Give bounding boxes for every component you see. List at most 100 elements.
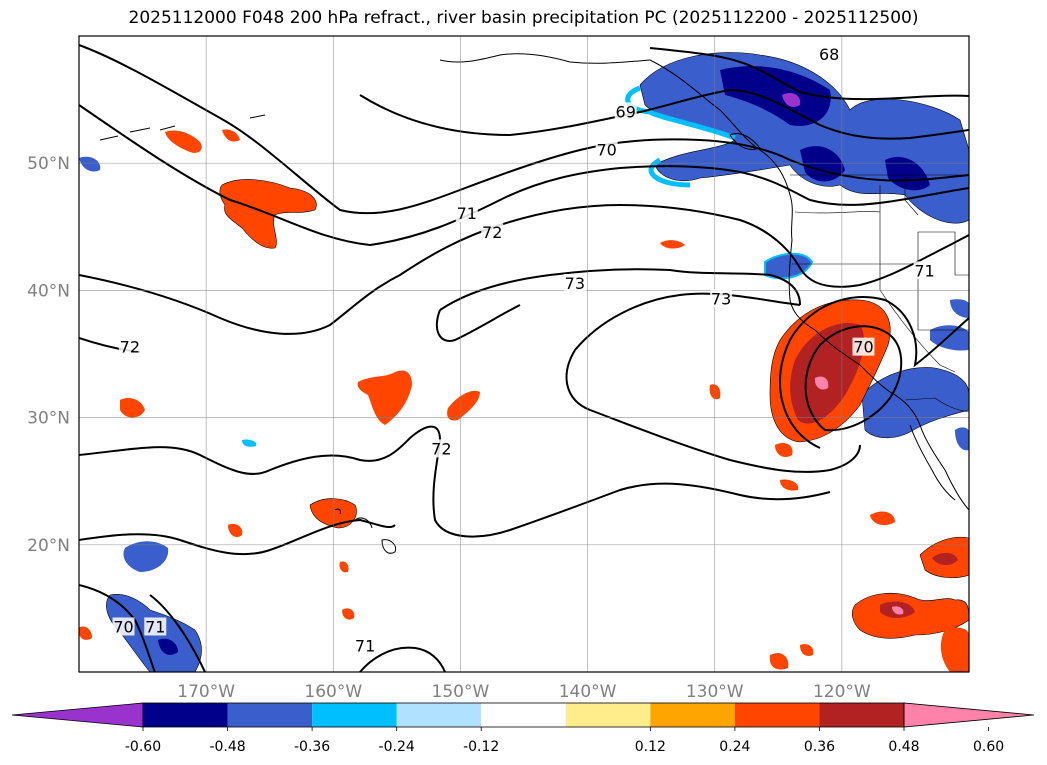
- contour-label: 71: [145, 617, 165, 636]
- contour-label-bg: [710, 289, 733, 308]
- colorbar-tick-label: 0.24: [719, 739, 750, 755]
- lon-label: 160°W: [304, 682, 362, 702]
- contour-68: [649, 47, 969, 101]
- shade-negative-az: [955, 427, 969, 451]
- gridlines: [79, 36, 969, 672]
- contour-label: 71: [914, 261, 934, 280]
- shade-positive-ca-core: [790, 323, 865, 424]
- colorbar-segment: [396, 703, 482, 727]
- lon-label: 150°W: [432, 682, 490, 702]
- shade-negative-wp-edge: [79, 156, 101, 172]
- contour-label-bg: [144, 617, 167, 636]
- contour-label: 70: [113, 617, 133, 636]
- shade-positive-far-south: [940, 627, 969, 672]
- shade-negative-nv2: [950, 299, 969, 318]
- contour-71: [79, 104, 969, 247]
- lat-label: 20°N: [27, 536, 70, 556]
- contour-label: 72: [482, 223, 502, 242]
- contour-label: 69: [616, 102, 636, 121]
- map-frame: [78, 35, 970, 673]
- coastline-alaska-islands: [439, 53, 651, 64]
- shade-negative-spot-a: [242, 439, 257, 447]
- colorbar-tick-label: 0.12: [635, 739, 666, 755]
- shade-negative-bc-peak: [782, 93, 801, 107]
- colorbar-tick-label: 0.36: [804, 739, 835, 755]
- colorbar-tick-label: -0.36: [294, 739, 330, 755]
- precip-shading: [79, 52, 969, 672]
- contour-71-ca: [779, 295, 969, 449]
- colorbar-segment: [227, 703, 313, 727]
- shade-positive-spot15: [800, 644, 814, 656]
- shade-negative-sw-pacific-core: [158, 638, 178, 655]
- shade-positive-spot2: [222, 129, 240, 142]
- axis-labels: 170°W 160°W 150°W 140°W 130°W 120°W 20°N 30°N 40…: [27, 154, 871, 702]
- shade-negative-socal: [861, 367, 969, 439]
- contour-label-bg: [112, 617, 135, 636]
- border-ca-nv: [880, 263, 969, 331]
- border-nv-az: [879, 264, 956, 373]
- contour-72-south: [79, 425, 831, 538]
- shade-positive-spot6: [228, 524, 243, 537]
- shade-negative-or-coast: [764, 252, 814, 280]
- border-wa-or: [794, 185, 881, 214]
- shade-positive-spot14: [769, 653, 789, 670]
- shade-positive-spot10: [660, 240, 685, 249]
- shade-negative-bc-core3: [885, 156, 930, 191]
- contour-label-bg: [913, 261, 936, 280]
- contour-label: 70: [596, 140, 616, 159]
- coastline-north-america: [649, 59, 969, 511]
- shade-positive-spot8: [342, 608, 355, 620]
- colorbar-segment: [734, 703, 820, 727]
- contour-label: 72: [431, 439, 451, 458]
- contour-label: 73: [711, 289, 731, 308]
- colorbar-segment: [650, 703, 735, 727]
- colorbar-segment: [481, 703, 566, 727]
- contour-label-bg: [563, 274, 586, 293]
- contour-71-bottom: [359, 646, 446, 672]
- contour-71-sw2: [149, 594, 206, 672]
- shade-negative-bc-core: [720, 66, 831, 126]
- colorbar-tick-label: 0.48: [888, 739, 919, 755]
- contour-label-bg: [614, 102, 637, 121]
- lon-label: 120°W: [813, 682, 871, 702]
- contour-label: 71: [457, 204, 477, 223]
- colorbar-segment: [565, 703, 651, 727]
- contour-label-bg: [354, 636, 377, 655]
- shade-positive-spot11: [775, 443, 793, 457]
- contour-71-sw: [79, 518, 396, 556]
- shade-positive-south-peak: [892, 606, 904, 615]
- coastline-aleutians: [99, 114, 266, 141]
- colorbar-tick-label: -0.60: [125, 739, 161, 755]
- lon-label: 140°W: [559, 682, 617, 702]
- shade-positive-spot3: [357, 370, 412, 425]
- colorbar: -0.60 -0.48 -0.36 -0.24 -0.12 0.12 0.24 0.36 0.4…: [11, 702, 1035, 755]
- border-us-mexico: [904, 397, 969, 413]
- shade-positive-spot7: [339, 561, 349, 573]
- contour-70-sw: [79, 584, 156, 672]
- contour-label: 68: [819, 45, 839, 64]
- contour-69: [359, 88, 969, 140]
- contour-73: [439, 268, 801, 311]
- colorbar-extend-high: [903, 702, 1035, 728]
- contour-70: [79, 44, 969, 215]
- shade-negative-mid-pacific: [123, 541, 169, 572]
- contour-73-loop: [435, 304, 521, 342]
- shade-positive-spot13: [870, 511, 895, 526]
- shade-positive-ca-peak: [814, 376, 829, 390]
- colorbar-tick-label: -0.24: [379, 739, 415, 755]
- lat-label: 30°N: [27, 409, 70, 429]
- lat-label: 40°N: [27, 281, 70, 301]
- contour-label-bg: [118, 337, 141, 356]
- shade-positive-mexico-core: [932, 552, 958, 566]
- shade-positive-spot5: [120, 398, 145, 418]
- coastline-hawaii-2: [354, 517, 373, 529]
- border-id: [917, 231, 969, 276]
- colorbar-extend-low: [11, 702, 144, 728]
- lat-label: 50°N: [27, 154, 70, 174]
- colorbar-tick-label: 0.60: [973, 739, 1004, 755]
- lon-label: 130°W: [686, 682, 744, 702]
- contour-label-bg: [481, 223, 504, 242]
- coastline-hawaii-3: [381, 539, 397, 554]
